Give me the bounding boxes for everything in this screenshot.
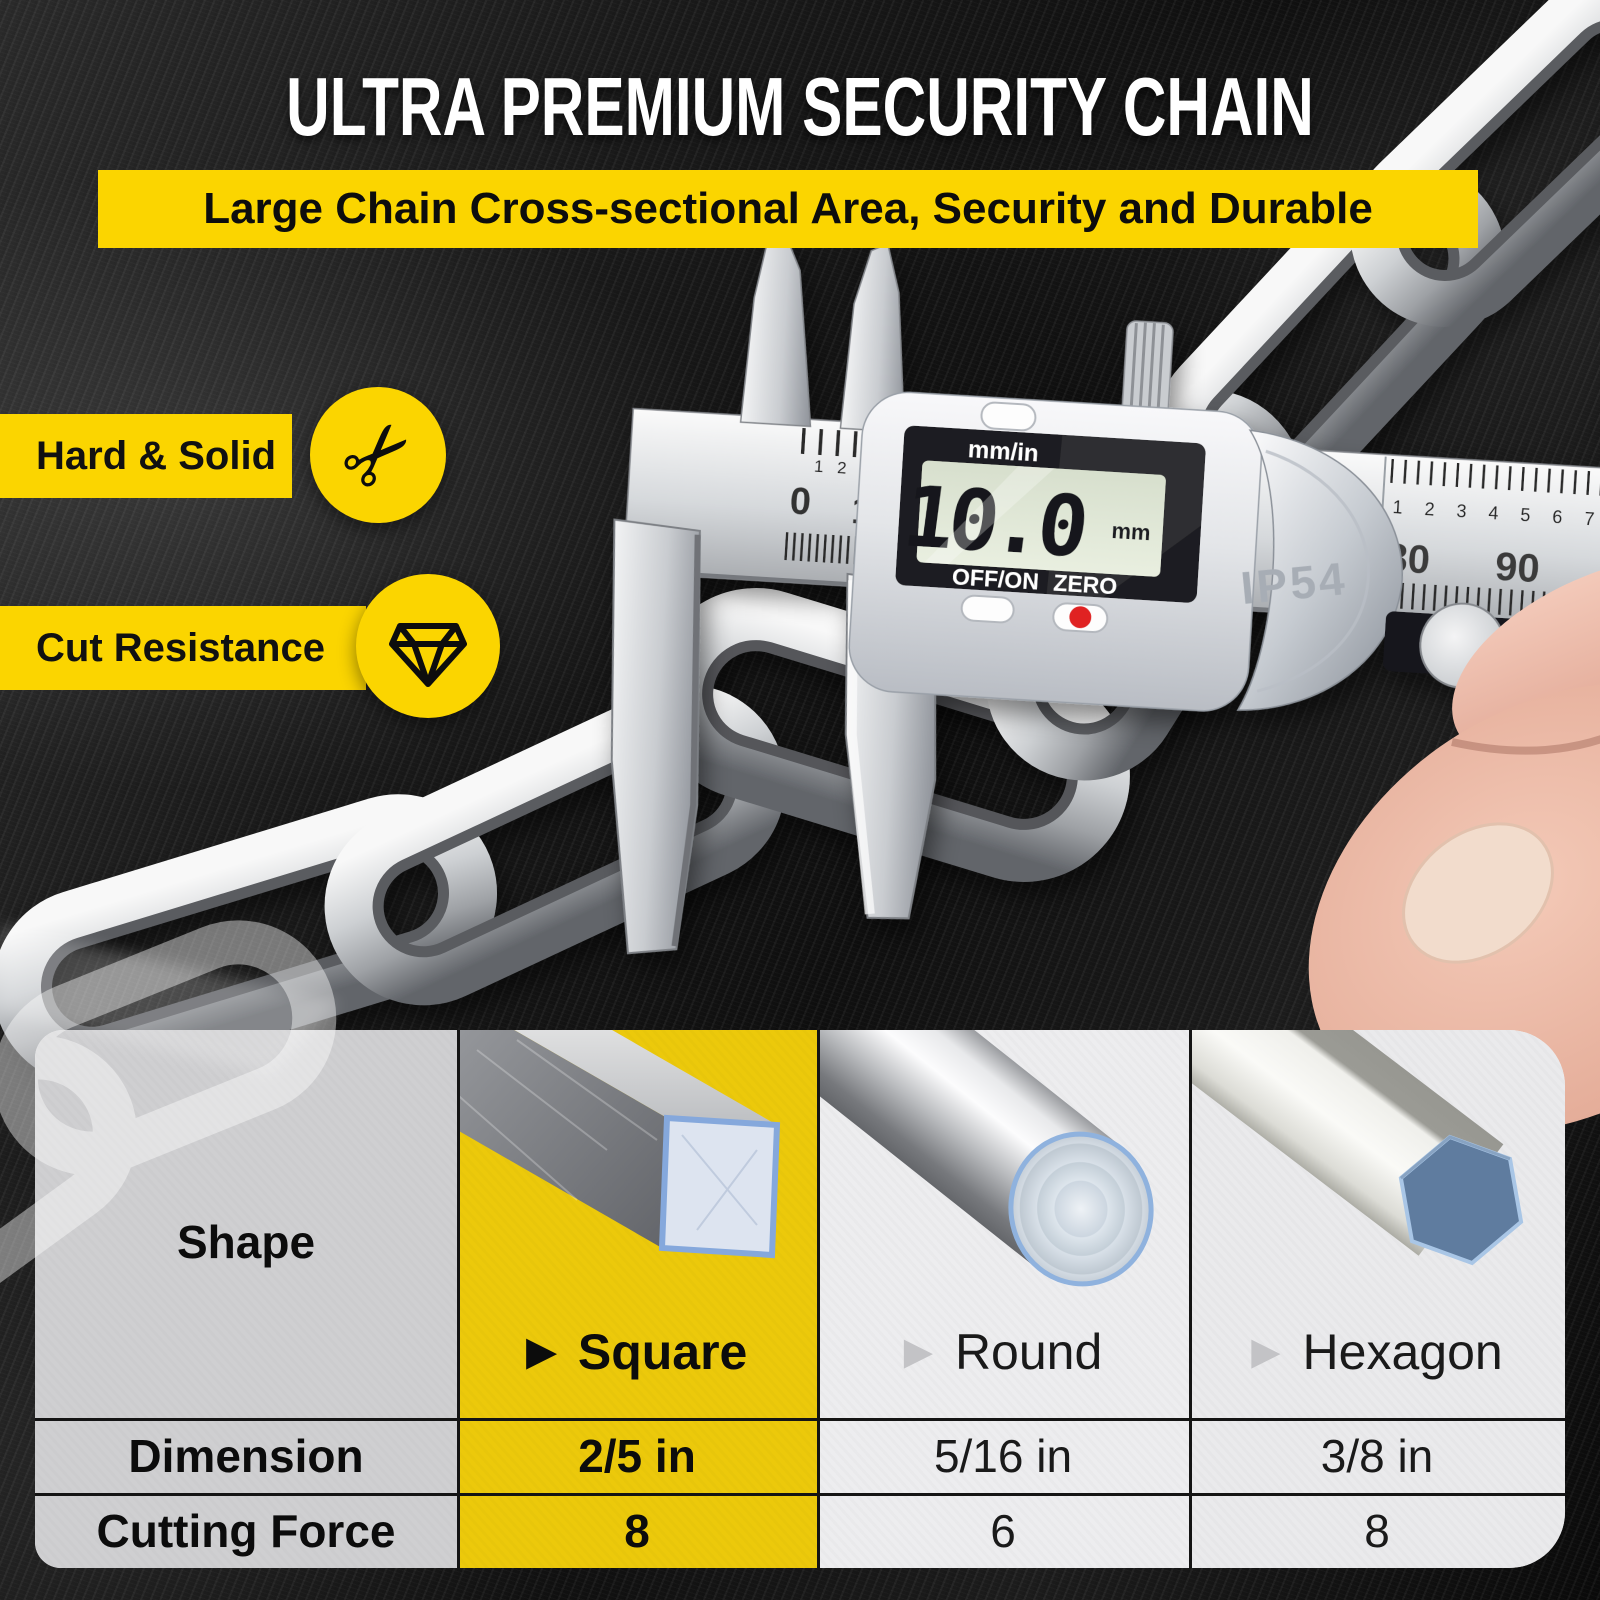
table-divider [1189,1030,1192,1568]
shape-name-square: ▶ Square [527,1323,748,1381]
pointer-icon: ▶ [1251,1331,1281,1373]
caliper-lcd [916,460,1166,577]
table-divider [35,1493,1565,1496]
row-header-cutting-force: Cutting Force [96,1505,396,1557]
row-header-dimension: Dimension [128,1430,364,1482]
chain-link [1350,0,1600,327]
table-divider [35,1418,1565,1421]
badge-cut-resistance-circle [356,574,500,718]
pointer-icon: ▶ [903,1331,933,1373]
fingernail [1402,822,1554,964]
zero-button-red-dot [1069,606,1092,629]
table-divider [457,1030,460,1568]
offon-button [960,594,1015,624]
zero-label: ZERO [1053,570,1118,600]
table-column-headers [35,1030,457,1568]
badge-cut-resistance-label: Cut Resistance [36,625,325,670]
shape-label: Hexagon [1302,1324,1503,1380]
pointer-icon: ▶ [526,1331,556,1373]
comparison-table: Shape Dimension Cutting Force ▶ Square ▶… [35,1030,1565,1568]
square-bar-image [457,1030,781,1259]
round-bar-image [817,1030,1154,1287]
badge-cut-resistance: Cut Resistance [0,606,366,690]
badge-hard-solid-circle: ✂ [310,387,446,523]
shape-label: Square [577,1324,748,1380]
dimension-square: 2/5 in [578,1430,696,1482]
cutting-force-square: 8 [624,1505,650,1557]
badge-hard-solid-label: Hard & Solid [36,433,277,478]
scissors-icon: ✂ [319,396,437,514]
ip54-label: IP54 [1238,552,1349,614]
table-divider [817,1030,820,1568]
hand-fingers [1308,554,1600,1134]
dimension-hexagon: 3/8 in [1320,1430,1434,1482]
shape-name-hexagon: ▶ Hexagon [1251,1323,1502,1381]
badge-hard-solid: Hard & Solid [0,414,292,498]
dimension-round: 5/16 in [933,1430,1073,1482]
scale-left-0: 0 [789,480,813,523]
offon-label: OFF/ON [951,563,1039,594]
top-pill-button [980,401,1037,432]
mode-label: mm/in [967,436,1039,467]
subtitle-banner: Large Chain Cross-sectional Area, Securi… [98,170,1478,248]
row-header-shape: Shape [176,1216,316,1268]
shape-name-round: ▶ Round [904,1323,1103,1381]
caliper-head-chrome [1236,429,1403,711]
shape-label: Round [954,1324,1103,1380]
caliper-upper-jaw-fixed [739,234,812,428]
caliper: 1 2 3 4 0 10 1 2 3 4 5 6 7 8 80 90 10 [610,234,1600,955]
square-end-face [658,1114,781,1259]
lcd-unit: mm [1111,518,1152,545]
diamond-icon [389,623,467,687]
cutting-force-round: 6 [990,1505,1016,1557]
cutting-force-hexagon: 8 [1364,1505,1390,1557]
page-title: ULTRA PREMIUM SECURITY CHAIN [286,61,1314,154]
caliper-lower-jaw-fixed [610,518,701,955]
round-end-face [1008,1131,1154,1287]
hexagon-bar-image [1189,1030,1524,1266]
scale-right-90: 90 [1494,544,1541,591]
